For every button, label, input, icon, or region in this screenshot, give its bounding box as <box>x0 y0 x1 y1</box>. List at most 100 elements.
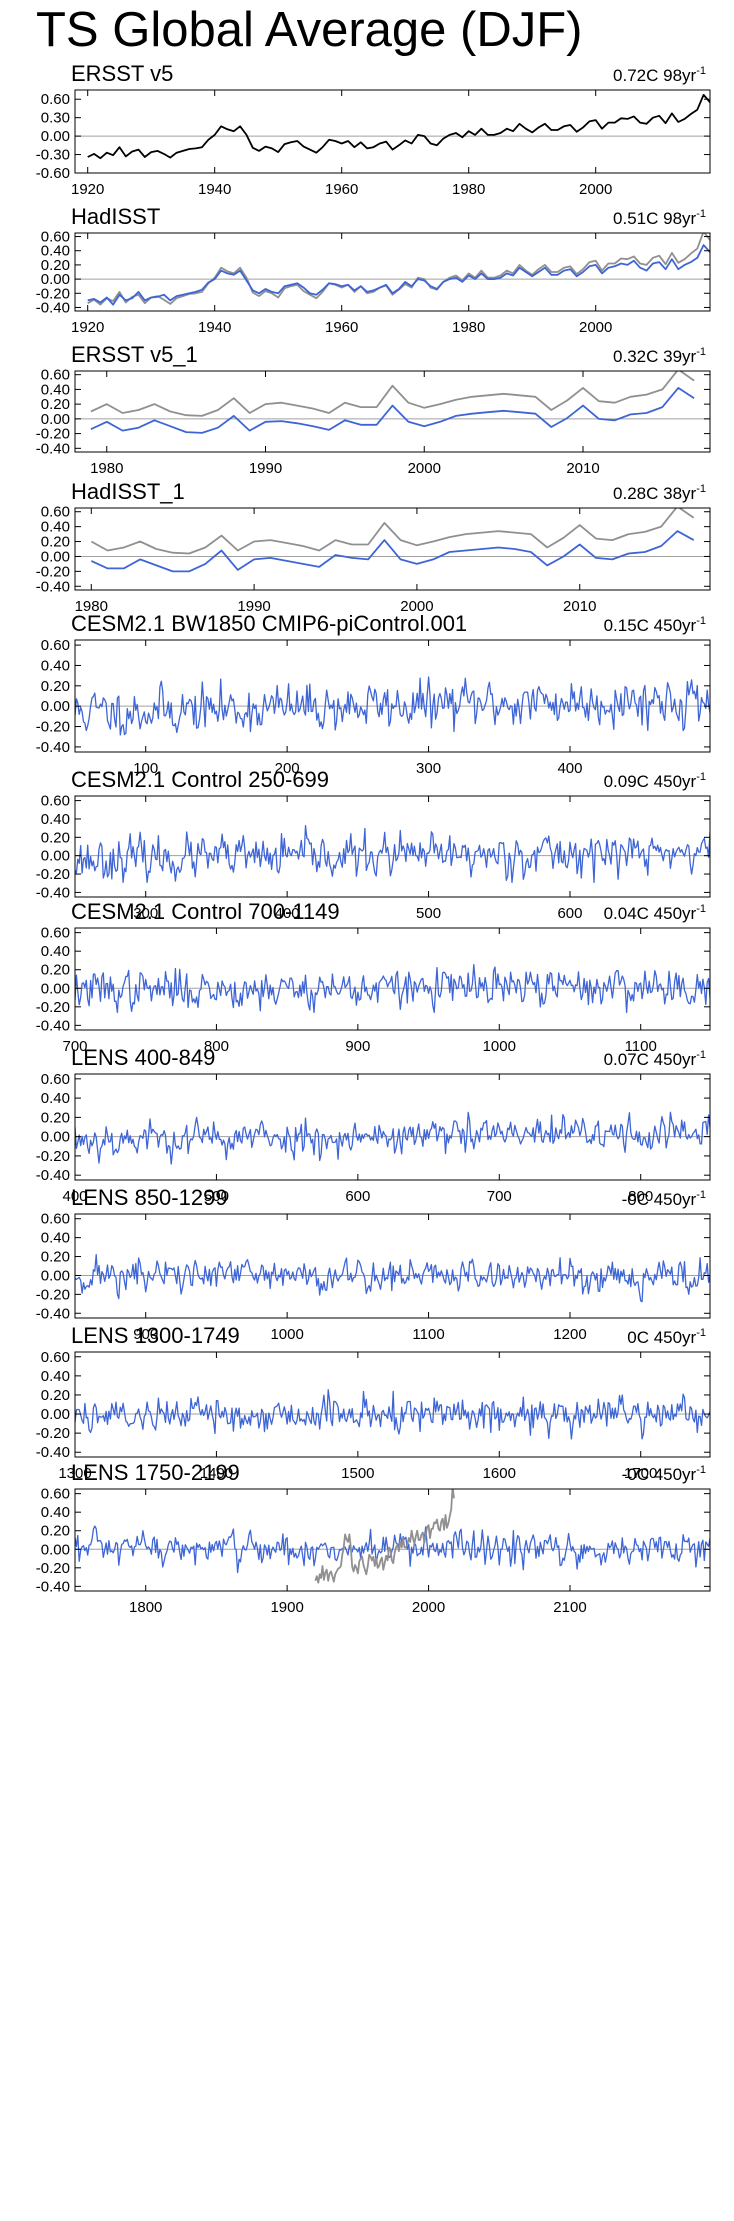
trend-label: 0.32C 39yr-1 <box>613 346 706 366</box>
x-tick-label: 2000 <box>579 319 612 336</box>
trend-label: 0.09C 450yr-1 <box>604 771 706 791</box>
x-tick-label: 1100 <box>625 1038 657 1055</box>
trend-label: 0.72C 98yr-1 <box>613 65 706 85</box>
plot-frame <box>74 370 711 453</box>
series-line-model <box>75 824 710 883</box>
x-tick-label: 800 <box>204 1038 229 1055</box>
trend-label: 0.15C 450yr-1 <box>604 615 706 635</box>
y-tick-label: 0.60 <box>41 504 70 521</box>
y-tick-label: 0.00 <box>41 1129 70 1146</box>
trend-label: 0.28C 38yr-1 <box>613 483 706 503</box>
y-tick-label: 0.00 <box>41 271 70 288</box>
chart-panel-2: HadISST 0.51C 98yr-1 -0.40-0.200.000.200.4… <box>36 204 711 336</box>
chart-panel-6: CESM2.1 Control 250-699 0.09C 450yr-1 -0.4… <box>36 767 711 922</box>
x-tick-label: 2010 <box>563 598 596 615</box>
plot-frame <box>74 1351 711 1458</box>
x-tick-label: 2000 <box>579 181 612 198</box>
y-tick-label: -0.20 <box>36 1560 70 1577</box>
x-tick-label: 2100 <box>553 1599 586 1616</box>
y-tick-label: 0.60 <box>41 925 70 942</box>
x-tick-label: 1980 <box>75 598 108 615</box>
y-tick-label: 0.20 <box>41 1109 70 1126</box>
y-tick-label: -0.20 <box>36 426 70 443</box>
y-tick-label: 0.00 <box>41 848 70 865</box>
y-tick-label: -0.20 <box>36 1286 70 1303</box>
series-line-hadisst <box>87 244 710 306</box>
series-line-ersst-v5 <box>87 233 710 306</box>
series-line-ersst-v5 <box>90 508 695 555</box>
chart-title: HadISST_1 <box>71 479 185 504</box>
y-tick-label: -0.30 <box>36 147 70 164</box>
y-tick-label: -0.40 <box>36 578 70 595</box>
chart-title: LENS 850-1299 <box>71 1185 228 1210</box>
chart-panel-5: CESM2.1 BW1850 CMIP6-piControl.001 0.15C … <box>36 611 711 777</box>
plot-frame <box>74 1488 711 1592</box>
y-tick-label: 0.40 <box>41 1090 70 1107</box>
x-tick-label: 1700 <box>624 1465 657 1482</box>
y-tick-label: 0.20 <box>41 396 70 413</box>
chart-panel-7: CESM2.1 Control 700-1149 0.04C 450yr-1 -0.… <box>36 899 711 1055</box>
x-tick-label: 1000 <box>270 1326 303 1343</box>
x-tick-label: 1920 <box>71 319 104 336</box>
x-tick-label: 1940 <box>198 319 231 336</box>
y-tick-label: 0.30 <box>41 110 70 127</box>
x-tick-label: 900 <box>133 1326 158 1343</box>
y-tick-label: 0.00 <box>41 411 70 428</box>
y-tick-label: -0.20 <box>36 1148 70 1165</box>
x-tick-label: 1990 <box>249 460 282 477</box>
x-tick-label: 1800 <box>129 1599 162 1616</box>
y-tick-label: 0.20 <box>41 829 70 846</box>
x-tick-label: 400 <box>275 905 300 922</box>
chart-panel-9: LENS 850-1299 -0C 450yr-1-0.40-0.200.000.… <box>36 1185 711 1343</box>
x-tick-label: 800 <box>628 1188 653 1205</box>
chart-title: HadISST <box>71 204 160 229</box>
y-tick-label: 0.60 <box>41 1349 70 1366</box>
y-tick-label: 0.40 <box>41 943 70 960</box>
y-tick-label: 0.20 <box>41 257 70 274</box>
x-tick-label: 1960 <box>325 319 358 336</box>
y-tick-label: -0.20 <box>36 285 70 302</box>
chart-title: LENS 1750-2199 <box>71 1460 240 1485</box>
y-tick-label: 0.60 <box>41 1071 70 1088</box>
x-tick-label: 700 <box>487 1188 512 1205</box>
y-tick-label: -0.40 <box>36 1578 70 1595</box>
y-tick-label: 0.60 <box>41 637 70 654</box>
y-tick-label: 0.00 <box>41 1541 70 1558</box>
x-tick-label: 700 <box>62 1038 87 1055</box>
chart-title: ERSST v5_1 <box>71 342 198 367</box>
x-tick-label: 1000 <box>483 1038 516 1055</box>
x-tick-label: 900 <box>345 1038 370 1055</box>
y-tick-label: 0.40 <box>41 657 70 674</box>
y-tick-label: 0.00 <box>41 1267 70 1284</box>
y-tick-label: 0.20 <box>41 1523 70 1540</box>
y-tick-label: -0.20 <box>36 866 70 883</box>
y-tick-label: 0.40 <box>41 1230 70 1247</box>
y-tick-label: 0.60 <box>41 1211 70 1228</box>
y-tick-label: -0.20 <box>36 719 70 736</box>
series-line-hadisst-1 <box>90 530 695 573</box>
trend-label: 0.04C 450yr-1 <box>604 903 706 923</box>
y-tick-label: -0.40 <box>36 299 70 316</box>
chart-title: LENS 1300-1749 <box>71 1323 240 1348</box>
y-tick-label: 0.40 <box>41 243 70 260</box>
plot-frame <box>74 795 711 898</box>
chart-panel-11: LENS 1750-2199 -0C 450yr-1-0.40-0.200.000… <box>36 1460 711 1616</box>
plot-frame <box>74 232 711 312</box>
y-tick-label: -0.40 <box>36 1444 70 1461</box>
y-tick-label: 0.60 <box>41 1486 70 1503</box>
series-line-ersst-v5 <box>314 1489 455 1584</box>
y-tick-label: 0.20 <box>41 962 70 979</box>
chart-panel-10: LENS 1300-1749 0C 450yr-1 -0.40 -0.20 0.00 0.… <box>36 1323 711 1482</box>
y-tick-label: -0.60 <box>36 165 70 182</box>
chart-title: ERSST v5 <box>71 61 173 86</box>
x-tick-label: 600 <box>345 1188 370 1205</box>
x-tick-label: 1940 <box>198 181 231 198</box>
y-tick-label: -0.40 <box>36 739 70 756</box>
x-tick-label: 400 <box>62 1188 87 1205</box>
x-tick-label: 2000 <box>408 460 441 477</box>
chart-panel-8: LENS 400-849 0.07C 450yr-1 -0.40 -0.20 0.00 0… <box>36 1045 711 1205</box>
y-tick-label: 0.60 <box>41 367 70 384</box>
chart-title: CESM2.1 BW1850 CMIP6-piControl.001 <box>71 611 467 636</box>
plot-frame <box>74 1073 711 1181</box>
